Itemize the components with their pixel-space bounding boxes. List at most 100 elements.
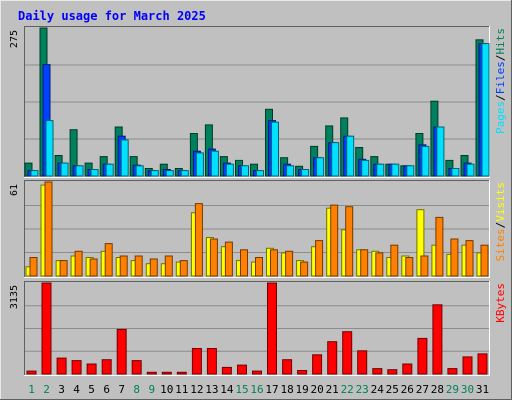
bar-pages-day-9 <box>150 170 159 177</box>
bar-sites-day-8 <box>134 255 143 277</box>
legend-sites: Sites <box>494 228 507 261</box>
bar-sites-day-12 <box>194 203 203 277</box>
day-label-20: 20 <box>310 383 323 396</box>
day-label-6: 6 <box>103 383 110 396</box>
day-label-14: 14 <box>220 383 234 396</box>
day-label-8: 8 <box>133 383 140 396</box>
panel-kbytes: 3135 KBytes <box>9 281 507 376</box>
bar-pages-day-18 <box>286 165 295 177</box>
bar-sites-day-4 <box>74 250 83 277</box>
bar-kbytes-day-11 <box>176 371 187 375</box>
bar-pages-day-7 <box>120 139 129 177</box>
chart-panels: 275 Pages/Files/Hits 61 Sites / Visits 3135 KBy… <box>9 26 507 376</box>
legend-kbytes: KBytes <box>494 283 507 323</box>
bar-sites-day-27 <box>420 255 429 277</box>
axis-max-label: 61 <box>9 184 20 196</box>
bar-pages-day-28 <box>436 126 445 177</box>
legend-files: Files <box>494 61 507 94</box>
bar-pages-day-16 <box>256 170 264 177</box>
bar-pages-day-23 <box>361 159 370 177</box>
day-label-30: 30 <box>461 383 474 396</box>
panel-hits-files-pages: 275 Pages/Files/Hits <box>9 26 507 178</box>
bar-pages-day-1 <box>30 170 39 177</box>
bar-kbytes-day-13 <box>206 348 217 375</box>
day-label-10: 10 <box>160 383 173 396</box>
day-label-12: 12 <box>190 383 203 396</box>
bar-kbytes-day-31 <box>477 353 488 375</box>
day-label-23: 23 <box>356 383 369 396</box>
bar-pages-day-29 <box>451 168 460 177</box>
day-label-28: 28 <box>431 383 444 396</box>
bar-pages-day-3 <box>60 162 69 177</box>
bar-pages-day-19 <box>301 169 310 177</box>
bar-sites-day-23 <box>360 249 369 277</box>
bar-pages-day-27 <box>421 145 430 177</box>
chart-title: Daily usage for March 2025 <box>18 9 206 23</box>
bar-pages-day-14 <box>225 163 234 177</box>
bar-pages-day-20 <box>316 157 325 177</box>
day-label-9: 9 <box>148 383 155 396</box>
bar-sites-day-10 <box>164 255 173 277</box>
day-label-27: 27 <box>416 383 429 396</box>
legend-pages: Pages <box>494 101 507 134</box>
bar-kbytes-day-14 <box>221 366 232 375</box>
bar-pages-day-15 <box>241 165 249 177</box>
panel-legend: KBytes <box>494 283 507 323</box>
bar-kbytes-day-29 <box>447 368 458 375</box>
bar-kbytes-day-18 <box>282 359 293 375</box>
legend-separator: / <box>494 94 507 101</box>
axis-max-label: 275 <box>9 30 20 48</box>
panel-visits-sites: 61 Sites/Visits <box>9 180 507 278</box>
day-label-25: 25 <box>386 383 399 396</box>
bar-kbytes-day-19 <box>297 370 308 375</box>
bar-sites-day-25 <box>390 244 399 277</box>
bar-kbytes-day-26 <box>402 363 413 375</box>
day-label-1: 1 <box>28 383 35 396</box>
legend-visits: Visits <box>494 182 507 222</box>
bar-kbytes-day-12 <box>191 348 202 375</box>
bar-kbytes-day-27 <box>417 337 428 375</box>
bar-sites-day-16 <box>255 257 263 277</box>
bar-pages-day-22 <box>346 135 355 177</box>
day-label-17: 17 <box>265 383 278 396</box>
bar-sites-day-24 <box>375 252 384 277</box>
bar-pages-day-30 <box>466 163 475 177</box>
bar-kbytes-day-1 <box>26 370 37 375</box>
bar-kbytes-day-4 <box>71 360 82 375</box>
bar-pages-day-21 <box>331 142 340 177</box>
bar-pages-day-8 <box>135 165 144 177</box>
bar-sites-day-31 <box>480 244 489 277</box>
day-label-13: 13 <box>205 383 218 396</box>
bar-kbytes-day-5 <box>86 363 97 375</box>
bar-sites-day-28 <box>435 216 444 277</box>
bar-kbytes-day-25 <box>387 369 398 375</box>
day-label-24: 24 <box>371 383 385 396</box>
bar-sites-day-17 <box>270 249 278 277</box>
bar-kbytes-day-8 <box>131 360 142 375</box>
bar-pages-day-11 <box>180 170 189 177</box>
bar-sites-day-30 <box>465 240 474 277</box>
bar-sites-day-15 <box>240 249 248 277</box>
bar-sites-day-14 <box>224 241 233 277</box>
day-label-18: 18 <box>280 383 293 396</box>
bar-pages-day-31 <box>481 43 490 177</box>
bar-pages-day-6 <box>105 163 114 177</box>
bar-sites-day-5 <box>89 258 98 277</box>
day-label-11: 11 <box>175 383 188 396</box>
panel-legend: Pages/Files/Hits <box>494 28 507 134</box>
bar-kbytes-day-21 <box>327 341 338 375</box>
day-label-26: 26 <box>401 383 414 396</box>
bar-pages-day-2 <box>45 120 54 177</box>
bar-sites-day-19 <box>300 261 309 277</box>
day-label-16: 16 <box>250 383 263 396</box>
bar-kbytes-day-17 <box>267 282 277 375</box>
bar-kbytes-day-16 <box>252 370 262 375</box>
bar-sites-day-3 <box>59 260 68 277</box>
day-label-4: 4 <box>73 383 80 396</box>
bar-pages-day-13 <box>210 150 219 177</box>
bar-sites-day-7 <box>119 255 128 277</box>
bar-pages-day-24 <box>376 163 385 177</box>
bar-sites-day-6 <box>104 243 113 277</box>
bar-sites-day-2 <box>44 181 53 277</box>
bar-kbytes-day-22 <box>342 331 353 375</box>
